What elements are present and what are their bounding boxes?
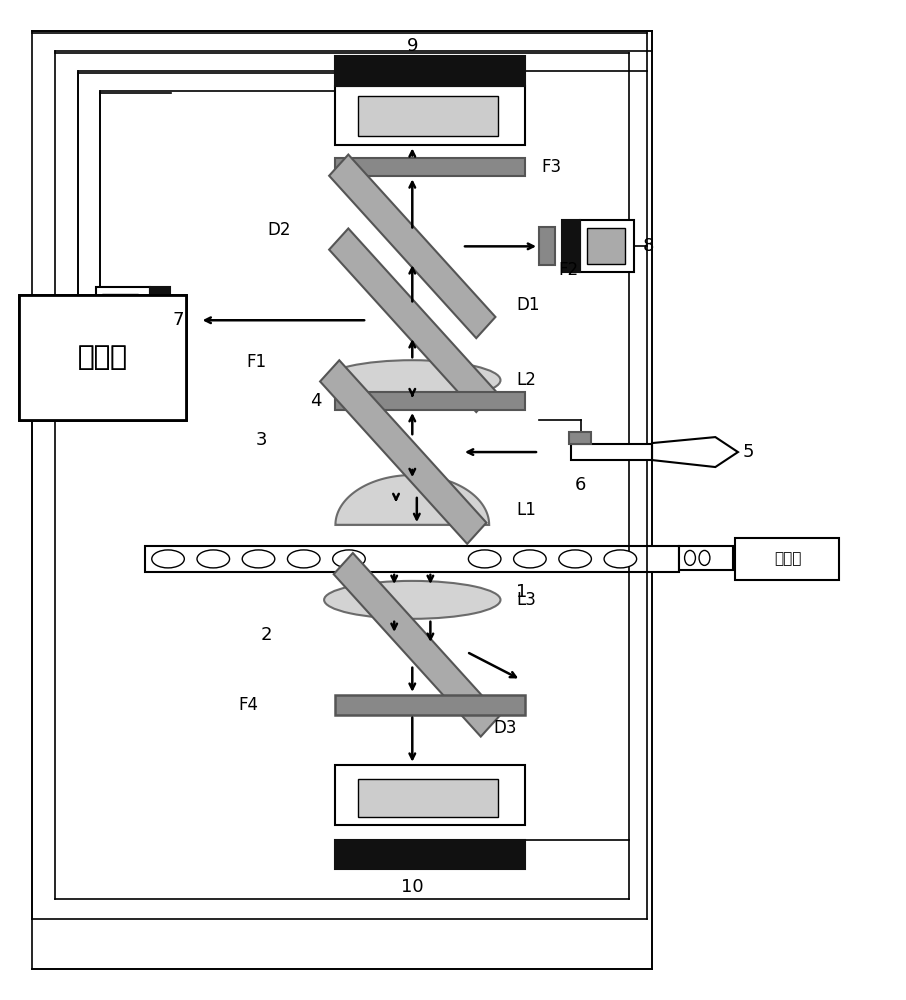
Ellipse shape bbox=[468, 550, 501, 568]
Text: L1: L1 bbox=[516, 501, 536, 519]
Text: D1: D1 bbox=[516, 296, 540, 314]
Text: 5: 5 bbox=[743, 443, 754, 461]
Bar bbox=[335, 56, 525, 86]
Ellipse shape bbox=[324, 581, 500, 619]
Ellipse shape bbox=[699, 550, 710, 565]
Polygon shape bbox=[329, 228, 496, 412]
Text: 2: 2 bbox=[261, 626, 272, 644]
Bar bbox=[102, 294, 139, 344]
Text: 7: 7 bbox=[172, 311, 184, 329]
Text: 9: 9 bbox=[407, 37, 418, 55]
Text: 10: 10 bbox=[401, 878, 424, 896]
Bar bbox=[335, 392, 525, 410]
Bar bbox=[19, 295, 186, 420]
Text: D2: D2 bbox=[267, 221, 291, 239]
Bar bbox=[146, 546, 680, 572]
Ellipse shape bbox=[559, 550, 592, 568]
Ellipse shape bbox=[197, 550, 229, 568]
Bar bbox=[571, 444, 652, 460]
Bar bbox=[358, 96, 498, 136]
Text: L2: L2 bbox=[516, 371, 536, 389]
Text: 计算机: 计算机 bbox=[78, 343, 128, 371]
Text: 4: 4 bbox=[311, 392, 322, 410]
Bar bbox=[335, 158, 525, 176]
Bar bbox=[335, 840, 525, 869]
Text: 6: 6 bbox=[575, 476, 586, 494]
Ellipse shape bbox=[333, 550, 365, 568]
Bar bbox=[569, 432, 592, 444]
Text: F3: F3 bbox=[542, 158, 562, 176]
Ellipse shape bbox=[604, 550, 637, 568]
Ellipse shape bbox=[324, 360, 500, 400]
Text: 3: 3 bbox=[256, 431, 267, 449]
Bar bbox=[335, 765, 525, 825]
Polygon shape bbox=[320, 360, 487, 544]
Bar bbox=[580, 220, 634, 272]
Text: F1: F1 bbox=[246, 353, 267, 371]
Ellipse shape bbox=[514, 550, 546, 568]
Text: 8: 8 bbox=[643, 237, 654, 255]
Text: L3: L3 bbox=[516, 591, 536, 609]
Bar bbox=[358, 779, 498, 817]
Bar bbox=[562, 220, 580, 272]
Bar bbox=[539, 227, 555, 265]
Bar bbox=[736, 538, 839, 580]
Text: F4: F4 bbox=[238, 696, 258, 714]
Bar bbox=[335, 695, 525, 715]
Text: D3: D3 bbox=[494, 719, 517, 737]
Polygon shape bbox=[335, 475, 489, 525]
Polygon shape bbox=[329, 155, 496, 338]
Bar bbox=[335, 86, 525, 145]
Ellipse shape bbox=[685, 550, 696, 565]
Ellipse shape bbox=[287, 550, 320, 568]
Text: 推进器: 推进器 bbox=[774, 551, 802, 566]
Bar bbox=[587, 228, 625, 264]
Ellipse shape bbox=[242, 550, 275, 568]
Ellipse shape bbox=[152, 550, 184, 568]
Polygon shape bbox=[333, 553, 500, 737]
Polygon shape bbox=[652, 437, 738, 467]
Bar bbox=[680, 546, 734, 570]
Bar bbox=[96, 287, 150, 352]
Text: 1: 1 bbox=[516, 583, 527, 601]
Bar bbox=[19, 295, 186, 420]
Text: 计算机: 计算机 bbox=[78, 343, 128, 371]
Bar bbox=[150, 287, 169, 352]
Text: F2: F2 bbox=[558, 261, 578, 279]
